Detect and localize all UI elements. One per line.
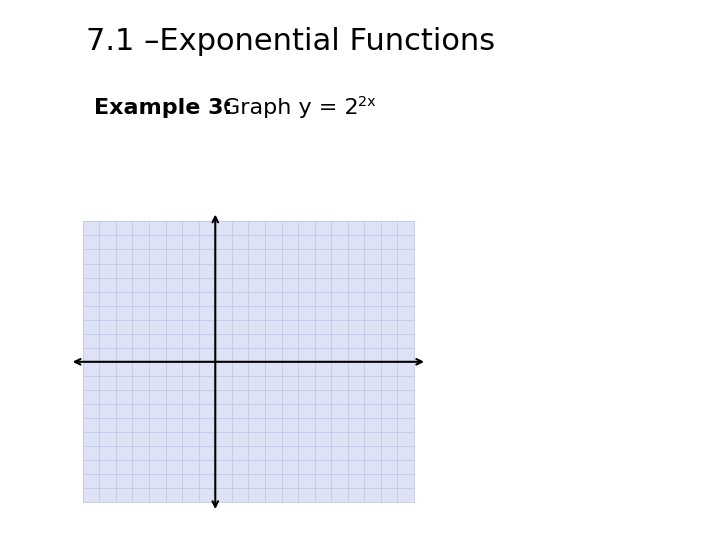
Text: Example 3:: Example 3: [94, 98, 232, 118]
Text: Graph y = 2: Graph y = 2 [223, 98, 359, 118]
Text: 2x: 2x [358, 94, 375, 109]
Bar [83, 221, 414, 502]
Text: 7.1 –Exponential Functions: 7.1 –Exponential Functions [86, 27, 495, 56]
